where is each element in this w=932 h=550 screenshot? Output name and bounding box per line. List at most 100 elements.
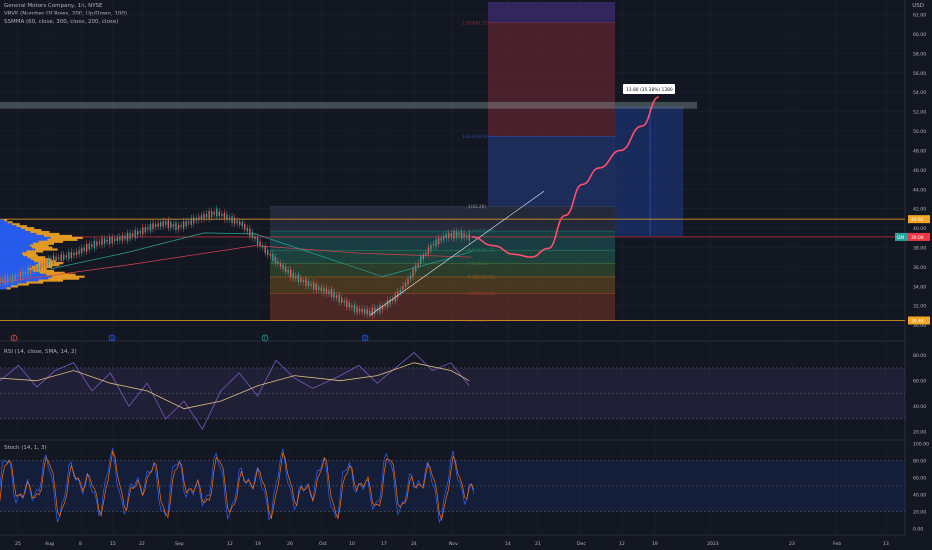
candle-body[interactable] [14, 275, 16, 280]
candle-body[interactable] [114, 238, 116, 242]
candle-body[interactable] [430, 245, 432, 251]
candle-body[interactable] [24, 271, 27, 274]
candle-body[interactable] [137, 230, 139, 236]
rsi-legend[interactable]: RSI (14, close, SMA, 14, 2) [4, 349, 77, 355]
candle-body[interactable] [228, 217, 231, 220]
candle-body[interactable] [134, 229, 136, 238]
target-box[interactable] [614, 106, 684, 237]
candle-body[interactable] [305, 278, 307, 286]
candle-body[interactable] [394, 294, 396, 302]
candle-body[interactable] [453, 230, 455, 239]
candle-body[interactable] [27, 268, 29, 276]
event-marker[interactable] [261, 334, 269, 342]
candle-body[interactable] [154, 224, 157, 227]
candle-body[interactable] [254, 236, 256, 240]
candle-body[interactable] [458, 232, 460, 236]
candle-body[interactable] [185, 221, 187, 227]
candle-body[interactable] [60, 254, 62, 262]
candle-body[interactable] [213, 212, 215, 215]
candle-body[interactable] [139, 231, 141, 233]
candle-body[interactable] [251, 232, 254, 239]
candle-body[interactable] [295, 275, 297, 279]
candle-body[interactable] [290, 269, 292, 278]
candle-body[interactable] [152, 223, 154, 230]
candle-body[interactable] [37, 265, 39, 271]
candle-body[interactable] [42, 263, 45, 267]
candle-body[interactable] [208, 210, 210, 219]
candle-body[interactable] [193, 217, 195, 224]
candle-body[interactable] [239, 221, 241, 225]
candle-body[interactable] [126, 232, 129, 241]
candle-body[interactable] [323, 288, 325, 293]
candle-body[interactable] [52, 255, 55, 264]
candle-body[interactable] [346, 299, 348, 307]
candle-body[interactable] [159, 222, 162, 227]
candle-body[interactable] [19, 271, 22, 279]
candle-body[interactable] [121, 235, 124, 241]
candle-body[interactable] [443, 235, 445, 240]
candle-body[interactable] [75, 251, 78, 256]
candle-body[interactable] [35, 267, 37, 271]
candle-body[interactable] [167, 220, 169, 228]
candle-body[interactable] [318, 286, 320, 290]
candle-body[interactable] [210, 211, 213, 218]
candle-body[interactable] [68, 252, 70, 260]
candle-body[interactable] [70, 251, 73, 258]
candle-body[interactable] [50, 258, 52, 262]
candle-body[interactable] [124, 235, 126, 240]
candle-body[interactable] [297, 274, 300, 283]
candle-body[interactable] [465, 235, 468, 238]
candle-body[interactable] [335, 295, 338, 298]
candle-body[interactable] [407, 278, 409, 285]
candle-body[interactable] [190, 217, 192, 225]
candle-body[interactable] [272, 253, 274, 261]
candle-body[interactable] [282, 264, 284, 270]
candle-body[interactable] [261, 245, 264, 248]
candle-body[interactable] [223, 212, 226, 220]
candle-body[interactable] [142, 227, 144, 235]
candle-body[interactable] [131, 233, 134, 237]
candle-body[interactable] [363, 309, 366, 314]
candle-body[interactable] [369, 310, 371, 315]
candle-body[interactable] [55, 256, 57, 262]
candle-body[interactable] [96, 241, 98, 246]
stoch-legend[interactable]: Stoch (14, 1, 3) [4, 445, 47, 451]
candle-body[interactable] [86, 243, 88, 252]
candle-body[interactable] [88, 243, 90, 250]
candle-body[interactable] [256, 236, 259, 245]
candle-body[interactable] [144, 227, 147, 233]
candle-body[interactable] [147, 227, 149, 230]
candle-body[interactable] [455, 231, 458, 238]
candle-body[interactable] [231, 216, 233, 224]
candle-body[interactable] [427, 247, 430, 255]
candle-body[interactable] [83, 247, 85, 251]
candle-body[interactable] [468, 233, 470, 241]
candle-body[interactable] [325, 288, 328, 294]
candle-body[interactable] [203, 213, 205, 220]
candle-body[interactable] [330, 289, 333, 298]
candle-body[interactable] [397, 291, 399, 298]
candle-body[interactable] [417, 263, 419, 266]
candle-body[interactable] [361, 309, 363, 313]
candle-body[interactable] [9, 277, 11, 281]
trendline[interactable] [369, 190, 545, 316]
candle-body[interactable] [17, 275, 19, 278]
candle-body[interactable] [312, 282, 315, 290]
candle-body[interactable] [236, 220, 238, 224]
candle-body[interactable] [106, 240, 108, 242]
candle-body[interactable] [412, 268, 414, 277]
candle-body[interactable] [267, 249, 269, 255]
candle-body[interactable] [374, 307, 376, 314]
candle-body[interactable] [358, 308, 361, 312]
candle-body[interactable] [73, 252, 75, 256]
candle-body[interactable] [414, 265, 417, 272]
candle-body[interactable] [101, 238, 103, 246]
smma-legend[interactable]: SSMMA (60, close, 300, close, 200, close… [4, 19, 119, 25]
candle-body[interactable] [1, 278, 4, 282]
candle-body[interactable] [241, 222, 243, 227]
candle-body[interactable] [149, 223, 152, 231]
candle-body[interactable] [353, 304, 356, 312]
candle-body[interactable] [302, 280, 305, 282]
candle-body[interactable] [392, 299, 394, 301]
